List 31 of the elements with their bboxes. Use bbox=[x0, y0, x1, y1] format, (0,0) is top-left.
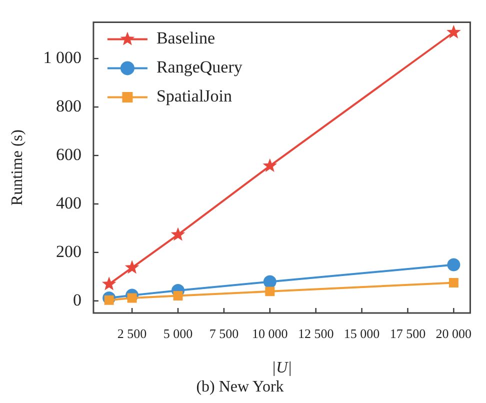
point bbox=[447, 258, 460, 272]
legend-label: SpatialJoin bbox=[156, 86, 233, 106]
x-tick-label: 15 000 bbox=[344, 326, 380, 342]
x-tick-label: 10 000 bbox=[252, 326, 288, 342]
x-tick-label: 5 000 bbox=[163, 326, 193, 342]
point bbox=[262, 158, 278, 172]
legend-label: RangeQuery bbox=[156, 58, 243, 77]
y-tick-label: 200 bbox=[56, 242, 82, 261]
point bbox=[127, 293, 137, 303]
point bbox=[263, 275, 276, 288]
x-tick-label: 17 500 bbox=[390, 326, 426, 342]
point bbox=[448, 278, 458, 288]
y-tick-label: 800 bbox=[56, 96, 82, 116]
point bbox=[265, 286, 275, 296]
point bbox=[102, 276, 116, 290]
x-axis-title: |U| bbox=[272, 359, 292, 376]
x-tick-label: 7 500 bbox=[209, 326, 239, 342]
y-tick-label: 400 bbox=[56, 193, 82, 212]
point bbox=[173, 291, 183, 301]
y-tick-label: 0 bbox=[72, 290, 82, 310]
point bbox=[446, 24, 461, 38]
point bbox=[124, 260, 140, 274]
x-tick-label: 12 500 bbox=[298, 326, 334, 342]
legend-label: Baseline bbox=[156, 28, 215, 48]
y-tick-label: 1 000 bbox=[43, 48, 82, 68]
x-tick-label: 2 500 bbox=[117, 326, 147, 342]
text: (b) New York bbox=[196, 378, 284, 396]
x-tick-label: 20 000 bbox=[436, 326, 472, 342]
y-axis-title: Runtime (s) bbox=[8, 130, 26, 206]
y-tick-label: 600 bbox=[56, 144, 82, 164]
point bbox=[170, 227, 186, 241]
